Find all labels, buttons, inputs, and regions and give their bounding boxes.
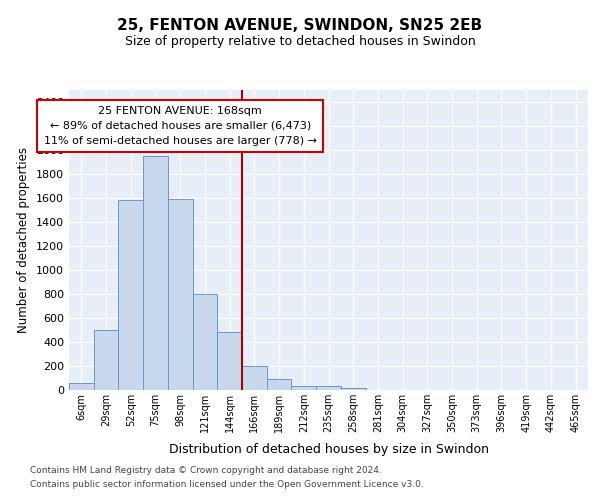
Bar xyxy=(217,332,242,390)
Y-axis label: Number of detached properties: Number of detached properties xyxy=(17,147,31,333)
Bar xyxy=(143,156,168,390)
Bar xyxy=(118,200,143,390)
Bar xyxy=(94,330,118,390)
Text: 25 FENTON AVENUE: 168sqm
← 89% of detached houses are smaller (6,473)
11% of sem: 25 FENTON AVENUE: 168sqm ← 89% of detach… xyxy=(44,106,317,146)
Text: Size of property relative to detached houses in Swindon: Size of property relative to detached ho… xyxy=(125,35,475,48)
Text: Distribution of detached houses by size in Swindon: Distribution of detached houses by size … xyxy=(169,442,489,456)
Bar xyxy=(69,383,94,390)
Bar xyxy=(316,386,341,390)
Bar xyxy=(292,386,316,390)
Text: Contains public sector information licensed under the Open Government Licence v3: Contains public sector information licen… xyxy=(30,480,424,489)
Text: Contains HM Land Registry data © Crown copyright and database right 2024.: Contains HM Land Registry data © Crown c… xyxy=(30,466,382,475)
Bar xyxy=(242,366,267,390)
Bar xyxy=(168,199,193,390)
Bar xyxy=(341,388,365,390)
Bar xyxy=(193,294,217,390)
Text: 25, FENTON AVENUE, SWINDON, SN25 2EB: 25, FENTON AVENUE, SWINDON, SN25 2EB xyxy=(118,18,482,32)
Bar xyxy=(267,379,292,390)
